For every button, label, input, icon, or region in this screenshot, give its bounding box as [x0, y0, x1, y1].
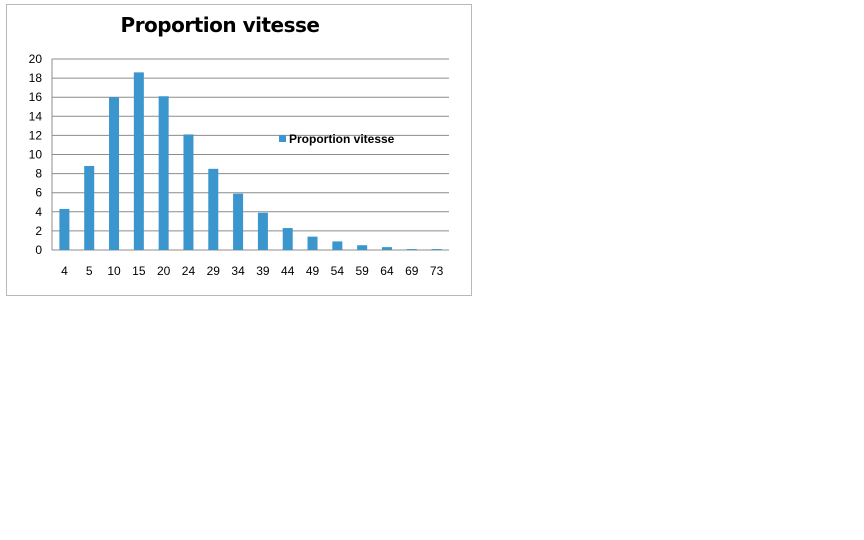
legend-swatch [279, 135, 286, 142]
bar-34 [233, 193, 244, 250]
x-tick-label: 54 [331, 264, 345, 278]
x-tick-label: 59 [355, 264, 369, 278]
y-tick-label: 18 [29, 71, 43, 85]
bar-39 [257, 212, 268, 250]
bar-49 [307, 236, 318, 250]
x-tick-label: 64 [380, 264, 394, 278]
bar-64 [381, 247, 392, 250]
bar-69 [406, 249, 417, 250]
y-tick-label: 14 [29, 109, 43, 123]
bar-29 [208, 168, 219, 250]
chart-title: Proportion vitesse [120, 13, 320, 37]
y-tick-label: 2 [35, 224, 42, 238]
bar-4 [59, 208, 70, 250]
bar-54 [332, 241, 343, 250]
y-tick-label: 4 [35, 205, 42, 219]
legend-label: Proportion vitesse [289, 132, 395, 146]
y-tick-label: 10 [29, 148, 43, 162]
bar-24 [183, 134, 194, 250]
x-tick-label: 4 [61, 264, 68, 278]
x-tick-label: 39 [256, 264, 270, 278]
x-tick-label: 15 [132, 264, 146, 278]
bar-20 [158, 96, 169, 251]
y-tick-label: 0 [35, 243, 42, 257]
x-tick-label: 24 [182, 264, 196, 278]
bar-5 [84, 165, 95, 250]
bar-10 [109, 97, 120, 250]
bar-59 [357, 245, 368, 250]
bar-44 [282, 228, 293, 250]
y-tick-label: 12 [29, 128, 43, 142]
x-tick-label: 49 [306, 264, 320, 278]
x-tick-label: 34 [231, 264, 245, 278]
y-tick-label: 20 [29, 52, 43, 66]
x-tick-label: 29 [207, 264, 221, 278]
y-tick-label: 8 [35, 167, 42, 181]
bar-73 [431, 249, 442, 250]
x-tick-label: 20 [157, 264, 171, 278]
y-tick-label: 6 [35, 186, 42, 200]
x-tick-label: 44 [281, 264, 295, 278]
x-tick-label: 69 [405, 264, 419, 278]
x-tick-label: 5 [86, 264, 93, 278]
x-tick-label: 10 [107, 264, 121, 278]
bar-15 [133, 72, 144, 251]
x-tick-label: 73 [430, 264, 444, 278]
y-tick-label: 16 [29, 90, 43, 104]
